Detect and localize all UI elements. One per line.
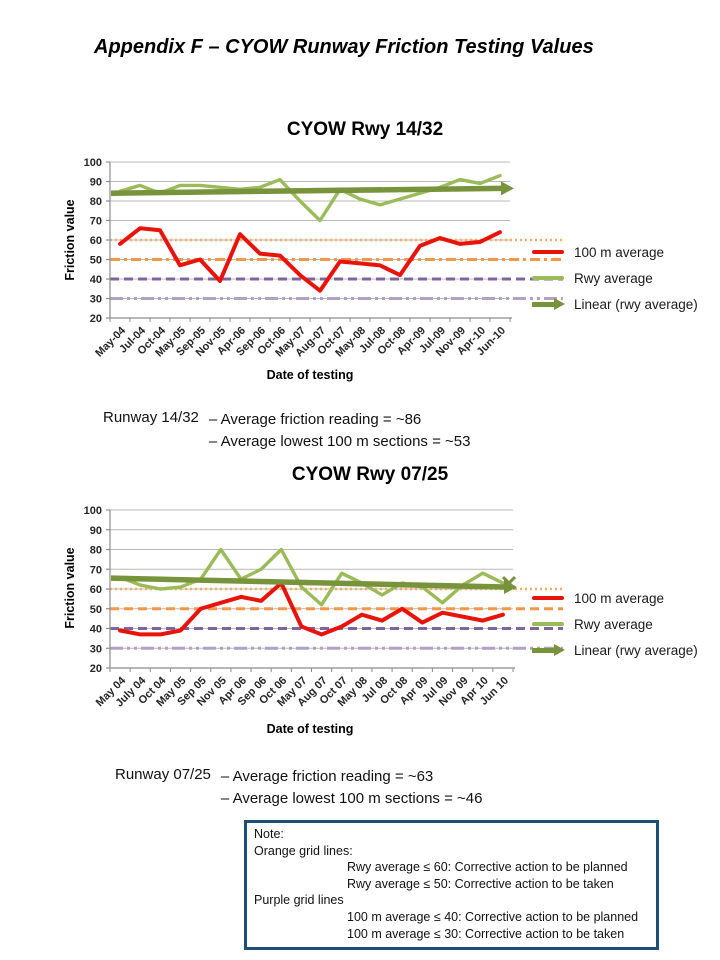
legend-label: 100 m average <box>574 244 665 260</box>
legend-item-rwy-average: Rwy average <box>532 265 720 291</box>
svg-text:60: 60 <box>90 235 102 247</box>
green-line-swatch <box>532 622 565 626</box>
note-box: Note: Orange grid lines: Rwy average ≤ 6… <box>244 820 659 951</box>
svg-text:20: 20 <box>90 663 102 675</box>
svg-text:100: 100 <box>84 505 102 517</box>
svg-text:90: 90 <box>90 525 102 537</box>
summary-runway-14-32: Runway 14/32 – Average friction reading … <box>103 409 470 453</box>
svg-text:50: 50 <box>90 255 102 267</box>
summary-line: – Average friction reading = ~63 <box>220 768 434 785</box>
legend-item-linear-trend: Linear (rwy average) <box>532 291 720 317</box>
summary-runway-label: Runway 14/32 <box>103 409 199 426</box>
summary-runway-label: Runway 07/25 <box>115 766 211 783</box>
svg-text:70: 70 <box>90 216 102 228</box>
chart-1-title: CYOW Rwy 14/32 <box>286 119 444 140</box>
summary-line: – Average lowest 100 m sections = ~46 <box>220 790 483 807</box>
svg-text:40: 40 <box>90 274 102 286</box>
page-title: Appendix F – CYOW Runway Friction Testin… <box>94 36 594 58</box>
legend-label: Linear (rwy average) <box>574 642 698 658</box>
note-rule: 100 m average ≤ 30: Corrective action to… <box>347 926 625 941</box>
svg-text:30: 30 <box>90 643 102 655</box>
svg-text:40: 40 <box>90 624 102 636</box>
svg-text:70: 70 <box>90 564 102 576</box>
chart-2-x-axis-title: Date of testing <box>266 722 354 736</box>
trend-arrow-icon <box>532 644 565 656</box>
summary-line: – Average lowest 100 m sections = ~53 <box>208 433 471 450</box>
legend-item-linear-trend: Linear (rwy average) <box>532 637 720 663</box>
legend-item-rwy-average: Rwy average <box>532 611 720 637</box>
red-line-swatch <box>532 596 565 600</box>
chart-1-y-axis-title: Friction value <box>63 199 77 281</box>
summary-line: – Average friction reading = ~86 <box>208 411 422 428</box>
svg-text:60: 60 <box>90 584 102 596</box>
legend-label: 100 m average <box>574 590 665 606</box>
svg-text:100: 100 <box>84 157 102 169</box>
chart-1-x-axis-title: Date of testing <box>266 368 354 382</box>
note-rule: Rwy average ≤ 60: Corrective action to b… <box>347 860 628 875</box>
svg-text:50: 50 <box>90 604 102 616</box>
svg-text:90: 90 <box>90 177 102 189</box>
note-rule: 100 m average ≤ 40: Corrective action to… <box>347 909 639 924</box>
svg-text:20: 20 <box>90 313 102 325</box>
note-orange-heading: Orange grid lines: <box>254 843 353 858</box>
note-rule: Rwy average ≤ 50: Corrective action to b… <box>347 876 614 891</box>
legend-item-100m-average: 100 m average <box>532 239 720 265</box>
legend-label: Linear (rwy average) <box>574 296 698 312</box>
legend-label: Rwy average <box>574 270 653 286</box>
red-line-swatch <box>532 250 565 254</box>
svg-text:80: 80 <box>90 545 102 557</box>
legend-label: Rwy average <box>574 616 653 632</box>
trend-arrow-icon <box>532 298 565 310</box>
svg-text:80: 80 <box>90 196 102 208</box>
svg-text:30: 30 <box>90 294 102 306</box>
summary-runway-07-25: Runway 07/25 – Average friction reading … <box>115 766 482 810</box>
green-line-swatch <box>532 276 565 280</box>
note-purple-heading: Purple grid lines <box>254 893 344 908</box>
chart-2-y-axis-title: Friction value <box>63 547 77 629</box>
chart-2-legend: 100 m average Rwy average Linear (rwy av… <box>532 585 720 663</box>
chart-1-legend: 100 m average Rwy average Linear (rwy av… <box>532 239 720 317</box>
note-title: Note: <box>254 827 284 841</box>
chart-2-title: CYOW Rwy 07/25 <box>291 464 449 485</box>
legend-item-100m-average: 100 m average <box>532 585 720 611</box>
